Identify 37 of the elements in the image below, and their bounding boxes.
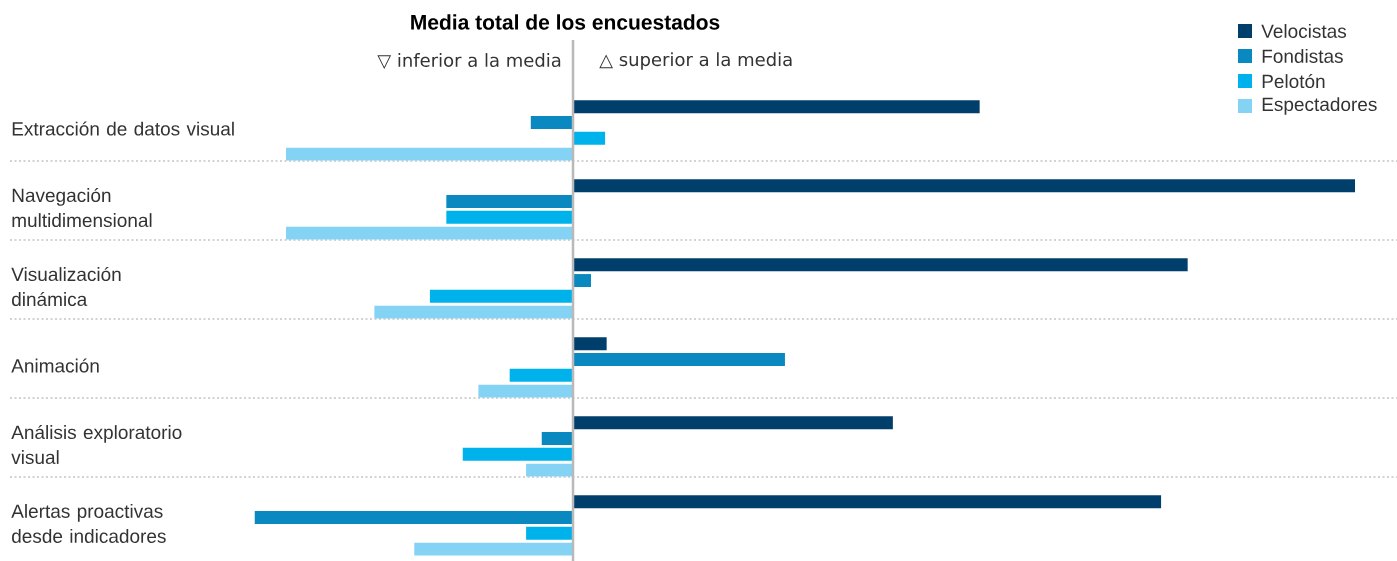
legend-label: Fondistas	[1262, 49, 1343, 63]
bar	[526, 463, 574, 477]
legend-label: Espectadores	[1262, 97, 1377, 115]
chart-title: Media total de los encuestados	[411, 14, 720, 30]
bar	[286, 226, 574, 240]
y-tick-label: Navegación multidimensional	[12, 187, 152, 228]
annotation: ▽ inferior a la media	[377, 53, 561, 69]
bar	[530, 116, 574, 130]
bar	[429, 289, 574, 303]
bar	[573, 100, 980, 114]
bar	[573, 131, 606, 145]
legend-label: Pelotón	[1262, 73, 1325, 89]
y-tick-label: Análisis exploratorio visual	[11, 424, 182, 465]
bar	[573, 274, 592, 288]
bar	[446, 195, 574, 209]
bar	[254, 511, 574, 525]
y-tick-label: Animación	[11, 358, 99, 373]
y-tick-label: Extracción de datos visual	[12, 121, 234, 136]
bar	[526, 526, 574, 540]
bar	[573, 495, 1162, 509]
bar	[374, 305, 574, 319]
bar	[573, 337, 607, 351]
bar	[446, 210, 574, 224]
bar	[478, 384, 574, 398]
bar	[462, 447, 574, 461]
bar	[573, 258, 1188, 272]
bar	[509, 368, 574, 382]
bar	[573, 179, 1356, 193]
legend-label: Velocistas	[1261, 24, 1347, 38]
annotation: △ superior a la media	[599, 52, 792, 70]
y-tick-label: Alertas proactivas desde indicadores	[11, 504, 166, 543]
bar	[573, 416, 893, 430]
bar	[541, 432, 574, 446]
bar	[286, 147, 574, 161]
y-tick-label: Visualización dinámica	[11, 266, 121, 307]
bar	[573, 353, 785, 367]
bar	[414, 542, 574, 556]
